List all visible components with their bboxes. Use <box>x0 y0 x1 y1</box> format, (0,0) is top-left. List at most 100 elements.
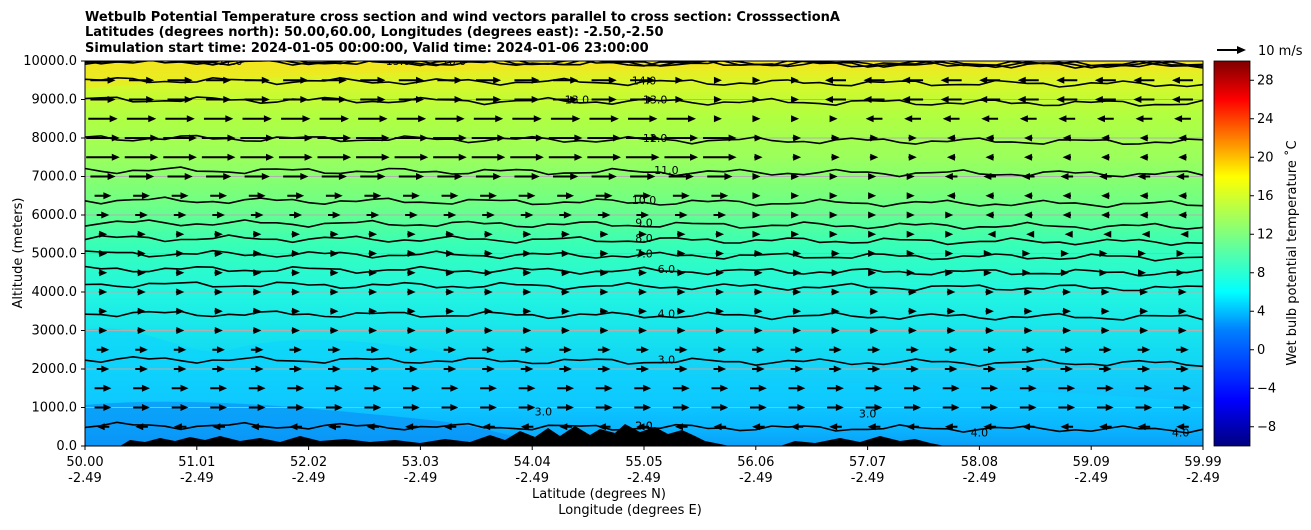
wind-vector-head <box>716 327 725 334</box>
wind-vector-head <box>488 404 497 411</box>
wind-vector-head <box>101 346 110 354</box>
wind-vector-head <box>1056 76 1065 84</box>
wind-vector-head <box>647 96 656 103</box>
wind-vector-head <box>458 134 467 142</box>
wind-vector-head <box>679 365 688 373</box>
wind-vector-head <box>1067 384 1076 392</box>
wind-vector-head <box>690 134 699 142</box>
wind-vector-head <box>294 365 303 373</box>
wind-vector-head <box>366 423 375 431</box>
wind-vector-head <box>1101 134 1110 142</box>
wind-vector-head <box>1096 115 1105 123</box>
wind-vector-head <box>176 288 185 296</box>
wind-vector-head <box>334 192 343 200</box>
wind-vector-head <box>946 153 955 161</box>
wind-vector-head <box>677 288 686 296</box>
wind-vector-head <box>330 288 339 296</box>
wind-vector-head <box>985 153 994 161</box>
wind-vector-head <box>486 346 495 354</box>
wind-vector-head <box>1101 307 1110 315</box>
wind-vector-head <box>754 307 763 315</box>
wind-vector-head <box>458 153 467 161</box>
wind-vector-head <box>868 250 877 257</box>
wind-vector-head <box>641 365 650 373</box>
wind-vector-head <box>870 153 879 161</box>
x-axis-label-latitude: Latitude (degrees N) <box>532 487 666 502</box>
wind-vector-head <box>874 384 883 392</box>
x-tick-label-lat: 51.01 <box>178 455 215 470</box>
x-tick-label-lat: 52.02 <box>290 455 327 470</box>
colorbar-tick-label: 4 <box>1257 304 1265 319</box>
wind-vector-head <box>527 192 536 200</box>
wind-vector-head <box>456 115 465 123</box>
wind-vector-head <box>572 115 581 123</box>
x-tick-label-lat: 50.00 <box>66 455 103 470</box>
x-tick-label-lon: -2.49 <box>68 471 102 486</box>
wind-vector-head <box>420 153 429 161</box>
contour-label: 15.0 <box>386 55 411 68</box>
wind-vector-head <box>906 269 915 277</box>
wind-vector-head <box>1099 269 1108 277</box>
wind-vector-head <box>416 76 425 84</box>
wind-vector-head <box>178 211 187 219</box>
wind-vector-head <box>945 250 954 257</box>
wind-vector-head <box>910 365 919 373</box>
wind-vector-head <box>987 346 996 354</box>
x-tick-label-lat: 57.07 <box>849 455 886 470</box>
wind-vector-head <box>216 365 225 373</box>
contour-label: 2.0 <box>635 419 653 432</box>
wind-vector-head <box>985 211 994 219</box>
contour-line <box>85 265 1203 277</box>
wind-vector-head <box>212 423 221 431</box>
wind-vector-head <box>612 134 621 142</box>
x-tick-label-lat: 59.09 <box>1073 455 1110 470</box>
colorbar: 28 24 20 16 12 8 4 0 −4 −8 Wet bulb potential tem… <box>1213 60 1300 447</box>
wind-vector-head <box>1144 384 1153 392</box>
contour-line <box>85 355 1203 368</box>
wind-vector-head <box>302 115 311 123</box>
wind-vector-head <box>1137 173 1146 180</box>
wind-vector-head <box>752 96 761 103</box>
wind-vector-head <box>1133 76 1142 84</box>
wind-vector-head <box>111 153 120 161</box>
wind-vector-head <box>604 192 613 200</box>
wind-vector-head <box>797 404 806 411</box>
wind-vector-head <box>674 423 683 431</box>
wind-vector-head <box>450 384 459 392</box>
wind-vector-head <box>223 173 232 180</box>
colorbar-label: Wet bulb potential temperature ˚C <box>1284 140 1300 365</box>
wind-vector-head <box>141 404 150 411</box>
contour-label: 14.0 <box>632 74 657 87</box>
x-tick-label-lon: -2.49 <box>515 471 549 486</box>
wind-vector-head <box>1144 404 1153 411</box>
wind-reference-key: 10 m/s <box>1217 44 1303 59</box>
y-tick-label: 7000.0 <box>32 170 78 185</box>
wind-vector-head <box>728 153 737 161</box>
wind-vector-head <box>1135 115 1144 123</box>
wind-vector-head <box>409 211 418 219</box>
wind-vector-head <box>574 153 583 161</box>
wind-vector-head <box>1099 250 1108 257</box>
colorbar-tick-label: 0 <box>1257 343 1265 358</box>
wind-vector-head <box>793 327 802 334</box>
wind-vector-head <box>369 230 378 238</box>
wind-vector-head <box>332 346 341 354</box>
wind-vector-head <box>381 153 390 161</box>
wind-vector-head <box>188 153 197 161</box>
wind-vector-head <box>906 173 915 180</box>
wind-vector-head <box>791 76 800 84</box>
wind-vector-head <box>791 115 800 123</box>
wind-vector-head <box>945 211 954 219</box>
wind-vector-head <box>561 327 570 334</box>
wind-vector-head <box>418 115 427 123</box>
wind-vector-head <box>180 384 189 392</box>
contour-label: 4.0 <box>971 427 989 440</box>
contour-labels: 17.0 16.0 15.0 14.0 13.0 13.0 12.0 11.0 10.0 9.0 8… <box>218 55 1189 440</box>
wind-vector-head <box>99 250 108 257</box>
wind-vector-head <box>176 307 185 315</box>
wind-vector-head <box>416 96 425 103</box>
wind-vector-head <box>253 269 262 277</box>
wind-vector-head <box>793 134 802 142</box>
wind-vector-head <box>643 192 652 200</box>
wind-vector-head <box>291 230 300 238</box>
